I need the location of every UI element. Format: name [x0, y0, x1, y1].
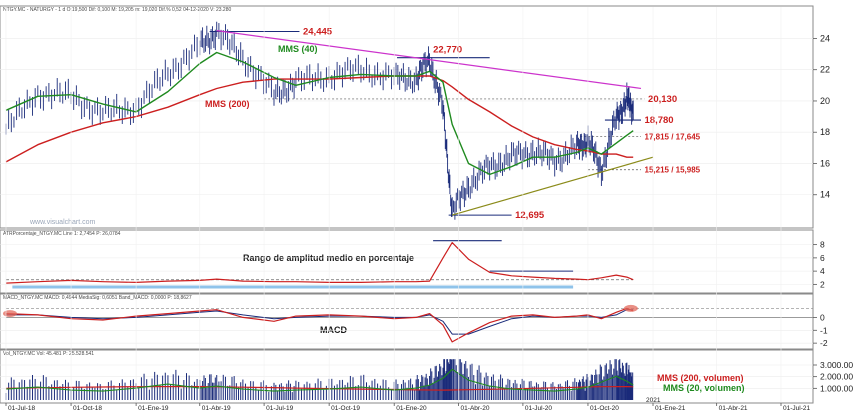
- y-tick-label: 22: [820, 65, 830, 75]
- level-label: 22,770: [433, 45, 462, 56]
- x-axis-year-mark: 2021: [646, 397, 661, 404]
- trendline-support: [452, 156, 654, 216]
- x-tick-label: 01-Ene-21: [655, 405, 686, 412]
- macd-highlight: [623, 304, 638, 312]
- x-tick-label: 01-Jul-21: [783, 405, 810, 412]
- watermark: www.visualchart.com: [29, 219, 96, 226]
- y-tick-label: 2: [820, 279, 825, 289]
- trendline-resistance: [216, 30, 642, 90]
- y-tick-label: -2: [820, 338, 828, 348]
- x-tick-label: 01-Oct-20: [590, 405, 619, 412]
- macd-panel-frame: [0, 293, 814, 350]
- y-tick-label: 8: [820, 240, 825, 250]
- atr-panel: ATRPorcentaje_NTGY.MC Line 1: 2,7454 P: …: [0, 229, 825, 294]
- atr-markers: [6, 240, 634, 289]
- x-axis-labels: 01-Jul-18 01-Oct-18 01-Ene-19 01-Abr-19 01-J…: [5, 7, 810, 412]
- atr-y-axis: 2 4 6 8: [813, 240, 825, 289]
- price-grid: [0, 38, 813, 196]
- atr-panel-frame: [0, 229, 814, 294]
- x-tick-label: 01-Ene-19: [138, 405, 169, 412]
- level-label: 12,695: [515, 210, 545, 221]
- level-label: 18,780: [645, 115, 674, 126]
- y-tick-label: 24: [820, 33, 830, 43]
- level-label: 15,215 / 15,985: [645, 166, 701, 175]
- atr-line: [5, 242, 634, 284]
- legend-vol-mms-20: MMS (20, volumen): [663, 383, 745, 393]
- x-tick-label: 01-Oct-18: [73, 405, 102, 412]
- macd-panel-header: MACD_NTGY.MC MACD: 0,4944 MediaSig: 0,60…: [3, 295, 192, 301]
- x-tick-label: 01-Abr-19: [202, 405, 231, 412]
- price-lines: [5, 51, 634, 176]
- legend-vol-mms-200: MMS (200, volumen): [657, 373, 744, 383]
- price-panel-header: NTGY.MC - NATURGY - 1 d O:19,500 Dif: 0,…: [3, 7, 231, 13]
- y-tick-label: -1: [820, 325, 828, 335]
- annotation-mms-200: MMS (200): [205, 99, 250, 109]
- macd-highlight: [3, 310, 17, 318]
- series-line-atr: [5, 242, 634, 284]
- x-tick-label: 01-Jul-18: [8, 405, 35, 412]
- y-tick-label: 1.000.000: [820, 383, 853, 393]
- volume-y-axis: 1.000.0002.000.000 3.000.000: [813, 360, 853, 393]
- series-line-vol-mms-20: [5, 368, 634, 392]
- x-tick-label: 01-Abr-20: [461, 405, 490, 412]
- series-line-mms-40: [5, 51, 634, 176]
- level-label: 24,445: [303, 26, 333, 37]
- x-tick-label: 01-Abr-21: [719, 405, 748, 412]
- y-tick-label: 3.000.000: [820, 360, 853, 370]
- x-tick-label: 01-Ene-20: [396, 405, 427, 412]
- macd-panel: MACD_NTGY.MC MACD: 0,4944 MediaSig: 0,60…: [0, 293, 828, 350]
- y-tick-label: 4: [820, 266, 825, 276]
- atr-grid: [0, 244, 813, 285]
- annotation-mms-40: MMS (40): [278, 44, 318, 54]
- y-tick-label: 20: [820, 96, 830, 106]
- y-tick-label: 18: [820, 127, 830, 137]
- x-tick-label: 01-Oct-19: [331, 405, 360, 412]
- y-tick-label: 2.000.000: [820, 372, 853, 382]
- y-tick-label: 14: [820, 190, 830, 200]
- level-label: 17,815 / 17,645: [645, 132, 701, 141]
- atr-panel-header: ATRPorcentaje_NTGY.MC Line 1: 2,7454 P: …: [3, 231, 121, 237]
- volume-panel: Vol_NTGY.MC Vol: 45.481 P: 25.528.541 1.…: [0, 349, 853, 404]
- x-tick-label: 01-Jul-19: [266, 405, 293, 412]
- series-line-vol-mms-200: [5, 386, 634, 391]
- y-tick-label: 0: [820, 312, 825, 322]
- macd-lines: [3, 304, 813, 343]
- y-tick-label: 16: [820, 158, 830, 168]
- x-tick-label: 01-Jul-20: [525, 405, 552, 412]
- volume-ma-lines: [5, 368, 634, 392]
- y-tick-label: 6: [820, 253, 825, 263]
- price-y-axis: 14 16 18 20 22 24: [813, 33, 830, 200]
- price-trendlines: [216, 30, 654, 216]
- series-line-macd: [5, 307, 634, 343]
- price-panel-frame: [0, 5, 814, 229]
- x-axis: 01-Jul-18 01-Oct-18 01-Ene-19 01-Abr-19 01-J…: [5, 7, 810, 412]
- price-panel: NTGY.MC - NATURGY - 1 d O:19,500 Dif: 0,…: [0, 5, 830, 229]
- macd-y-axis: 0 -1 -2: [813, 312, 828, 348]
- volume-panel-header: Vol_NTGY.MC Vol: 45.481 P: 25.528.541: [3, 351, 94, 357]
- level-label: 20,130: [648, 94, 677, 105]
